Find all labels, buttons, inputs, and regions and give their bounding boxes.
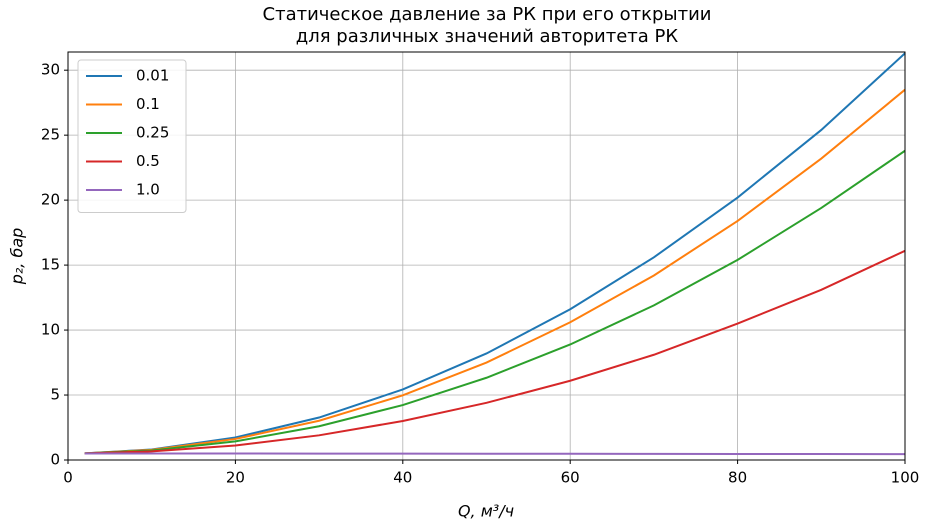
y-tick-label: 10 bbox=[41, 321, 60, 339]
chart-title: для различных значений авторитета РК bbox=[296, 26, 679, 47]
data-line bbox=[84, 249, 906, 455]
y-tick-label: 20 bbox=[41, 191, 60, 209]
x-tick-label: 0 bbox=[63, 469, 73, 487]
data-line bbox=[84, 88, 906, 455]
y-axis-label: p₂, бар bbox=[8, 228, 27, 286]
x-axis-label: Q, м³/ч bbox=[458, 502, 514, 521]
x-tick-label: 100 bbox=[891, 469, 920, 487]
y-tick-label: 25 bbox=[41, 126, 60, 144]
y-tick-label: 5 bbox=[50, 386, 60, 404]
x-tick-label: 40 bbox=[393, 469, 412, 487]
x-tick-label: 20 bbox=[226, 469, 245, 487]
plot-frame bbox=[67, 51, 906, 461]
legend: 0.01 0.1 0.25 0.5 1.0 bbox=[77, 59, 187, 213]
legend-label: 0.01 bbox=[136, 67, 169, 85]
legend-label: 0.25 bbox=[136, 124, 169, 142]
legend-label: 0.1 bbox=[136, 95, 160, 113]
legend-label: 1.0 bbox=[136, 181, 160, 199]
y-tick-label: 30 bbox=[41, 61, 60, 79]
legend-box bbox=[77, 59, 187, 213]
chart-title: Статическое давление за РК при его откры… bbox=[263, 4, 712, 25]
data-line bbox=[84, 149, 906, 455]
legend-label: 0.5 bbox=[136, 152, 160, 170]
data-line bbox=[84, 452, 906, 456]
y-tick-label: 15 bbox=[41, 256, 60, 274]
y-tick-label: 0 bbox=[50, 451, 60, 469]
x-tick-label: 80 bbox=[728, 469, 747, 487]
data-line bbox=[84, 52, 906, 455]
x-tick-label: 60 bbox=[561, 469, 580, 487]
